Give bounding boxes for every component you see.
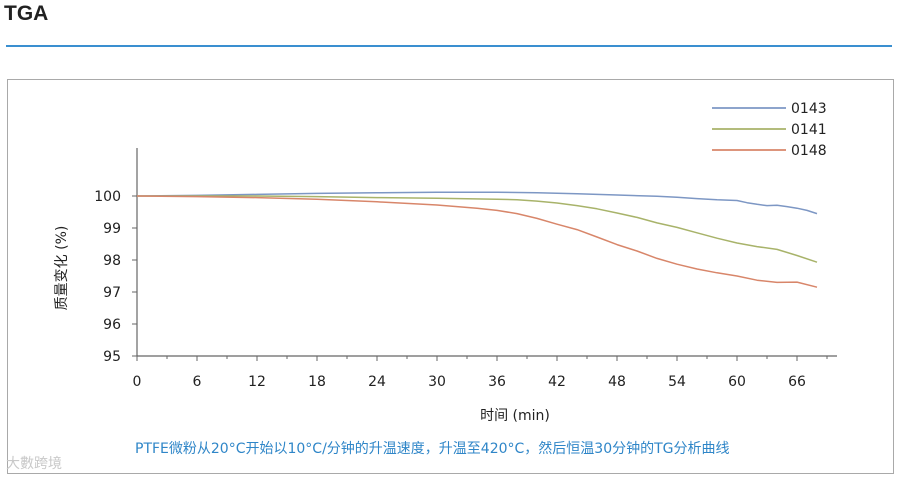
x-tick-label: 18 — [308, 374, 326, 390]
x-tick-label: 48 — [608, 374, 626, 390]
legend-label-0148: 0148 — [791, 143, 827, 159]
series-line-0141 — [137, 195, 818, 263]
series-line-0148 — [136, 195, 818, 288]
chart-series — [136, 191, 818, 288]
x-tick-label: 6 — [193, 374, 202, 390]
x-tick-label: 30 — [428, 374, 446, 390]
x-tick-label: 36 — [488, 374, 506, 390]
x-tick-label: 24 — [368, 374, 386, 390]
y-tick-label: 99 — [103, 221, 121, 237]
series-line-0143 — [136, 191, 818, 215]
x-tick-label: 66 — [788, 374, 806, 390]
y-tick-label: 100 — [94, 189, 121, 205]
legend-label-0143: 0143 — [791, 101, 827, 117]
chart-axes: 0 6 12 18 24 30 36 42 48 54 60 66 95 96 97 98 99 100 — [94, 148, 837, 390]
x-tick-label: 60 — [728, 374, 746, 390]
y-tick-label: 98 — [103, 253, 121, 269]
y-tick-label: 96 — [103, 317, 121, 333]
x-tick-label: 54 — [668, 374, 686, 390]
x-tick-label: 42 — [548, 374, 566, 390]
page-heading: TGA — [4, 2, 49, 25]
watermark-text: 大數跨境 — [6, 456, 62, 472]
y-tick-label: 95 — [103, 349, 121, 365]
chart-caption: PTFE微粉从20°C开始以10°C/分钟的升温速度，升温至420°C，然后恒温… — [135, 441, 730, 457]
heading-divider — [6, 45, 892, 47]
chart-legend: 0143 0141 0148 — [712, 101, 827, 159]
legend-label-0141: 0141 — [791, 122, 827, 138]
x-tick-label: 12 — [248, 374, 266, 390]
chart-panel — [7, 79, 894, 474]
y-tick-label: 97 — [103, 285, 121, 301]
x-axis-label: 时间 (min) — [480, 408, 550, 424]
y-axis-label: 质量变化 (%) — [54, 226, 70, 311]
x-tick-label: 0 — [133, 374, 142, 390]
